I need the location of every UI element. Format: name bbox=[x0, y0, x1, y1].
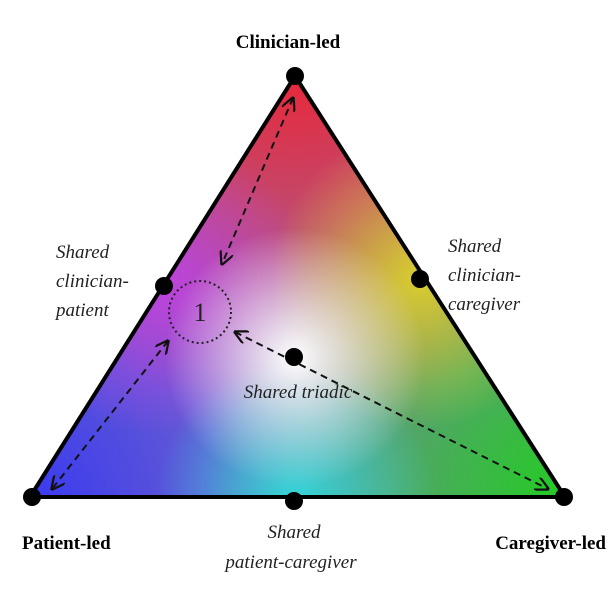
label-line: Shared bbox=[267, 522, 321, 543]
label-line: clinician- bbox=[448, 265, 521, 286]
point-shared-clinician-caregiver bbox=[411, 270, 429, 288]
label-line: Shared bbox=[448, 236, 502, 257]
label-caregiver-led: Caregiver-led bbox=[495, 533, 606, 554]
label-line: clinician- bbox=[56, 271, 129, 292]
label-clinician-led: Clinician-led bbox=[236, 32, 341, 53]
label-shared-clinician-caregiver: Shared clinician- caregiver bbox=[448, 236, 521, 315]
label-line: patient bbox=[54, 300, 109, 321]
marker-label: 1 bbox=[194, 298, 207, 327]
point-shared-triadic bbox=[285, 348, 303, 366]
arrow-marker-to-right bbox=[235, 332, 548, 489]
label-shared-clinician-patient: Shared clinician- patient bbox=[54, 242, 129, 321]
point-shared-patient-caregiver bbox=[285, 492, 303, 510]
point-patient-led bbox=[23, 488, 41, 506]
label-shared-triadic: Shared triadic bbox=[244, 382, 353, 403]
label-patient-led: Patient-led bbox=[22, 533, 111, 554]
point-shared-clinician-patient bbox=[155, 277, 173, 295]
marker-circle bbox=[168, 280, 232, 344]
label-line: patient-caregiver bbox=[223, 552, 357, 573]
point-caregiver-led bbox=[555, 488, 573, 506]
label-line: Shared bbox=[56, 242, 110, 263]
arrow-marker-to-left bbox=[52, 341, 168, 489]
label-shared-patient-caregiver: Shared patient-caregiver bbox=[223, 522, 357, 573]
arrow-top-to-marker bbox=[222, 98, 293, 264]
point-clinician-led bbox=[286, 67, 304, 85]
label-line: caregiver bbox=[448, 294, 521, 315]
